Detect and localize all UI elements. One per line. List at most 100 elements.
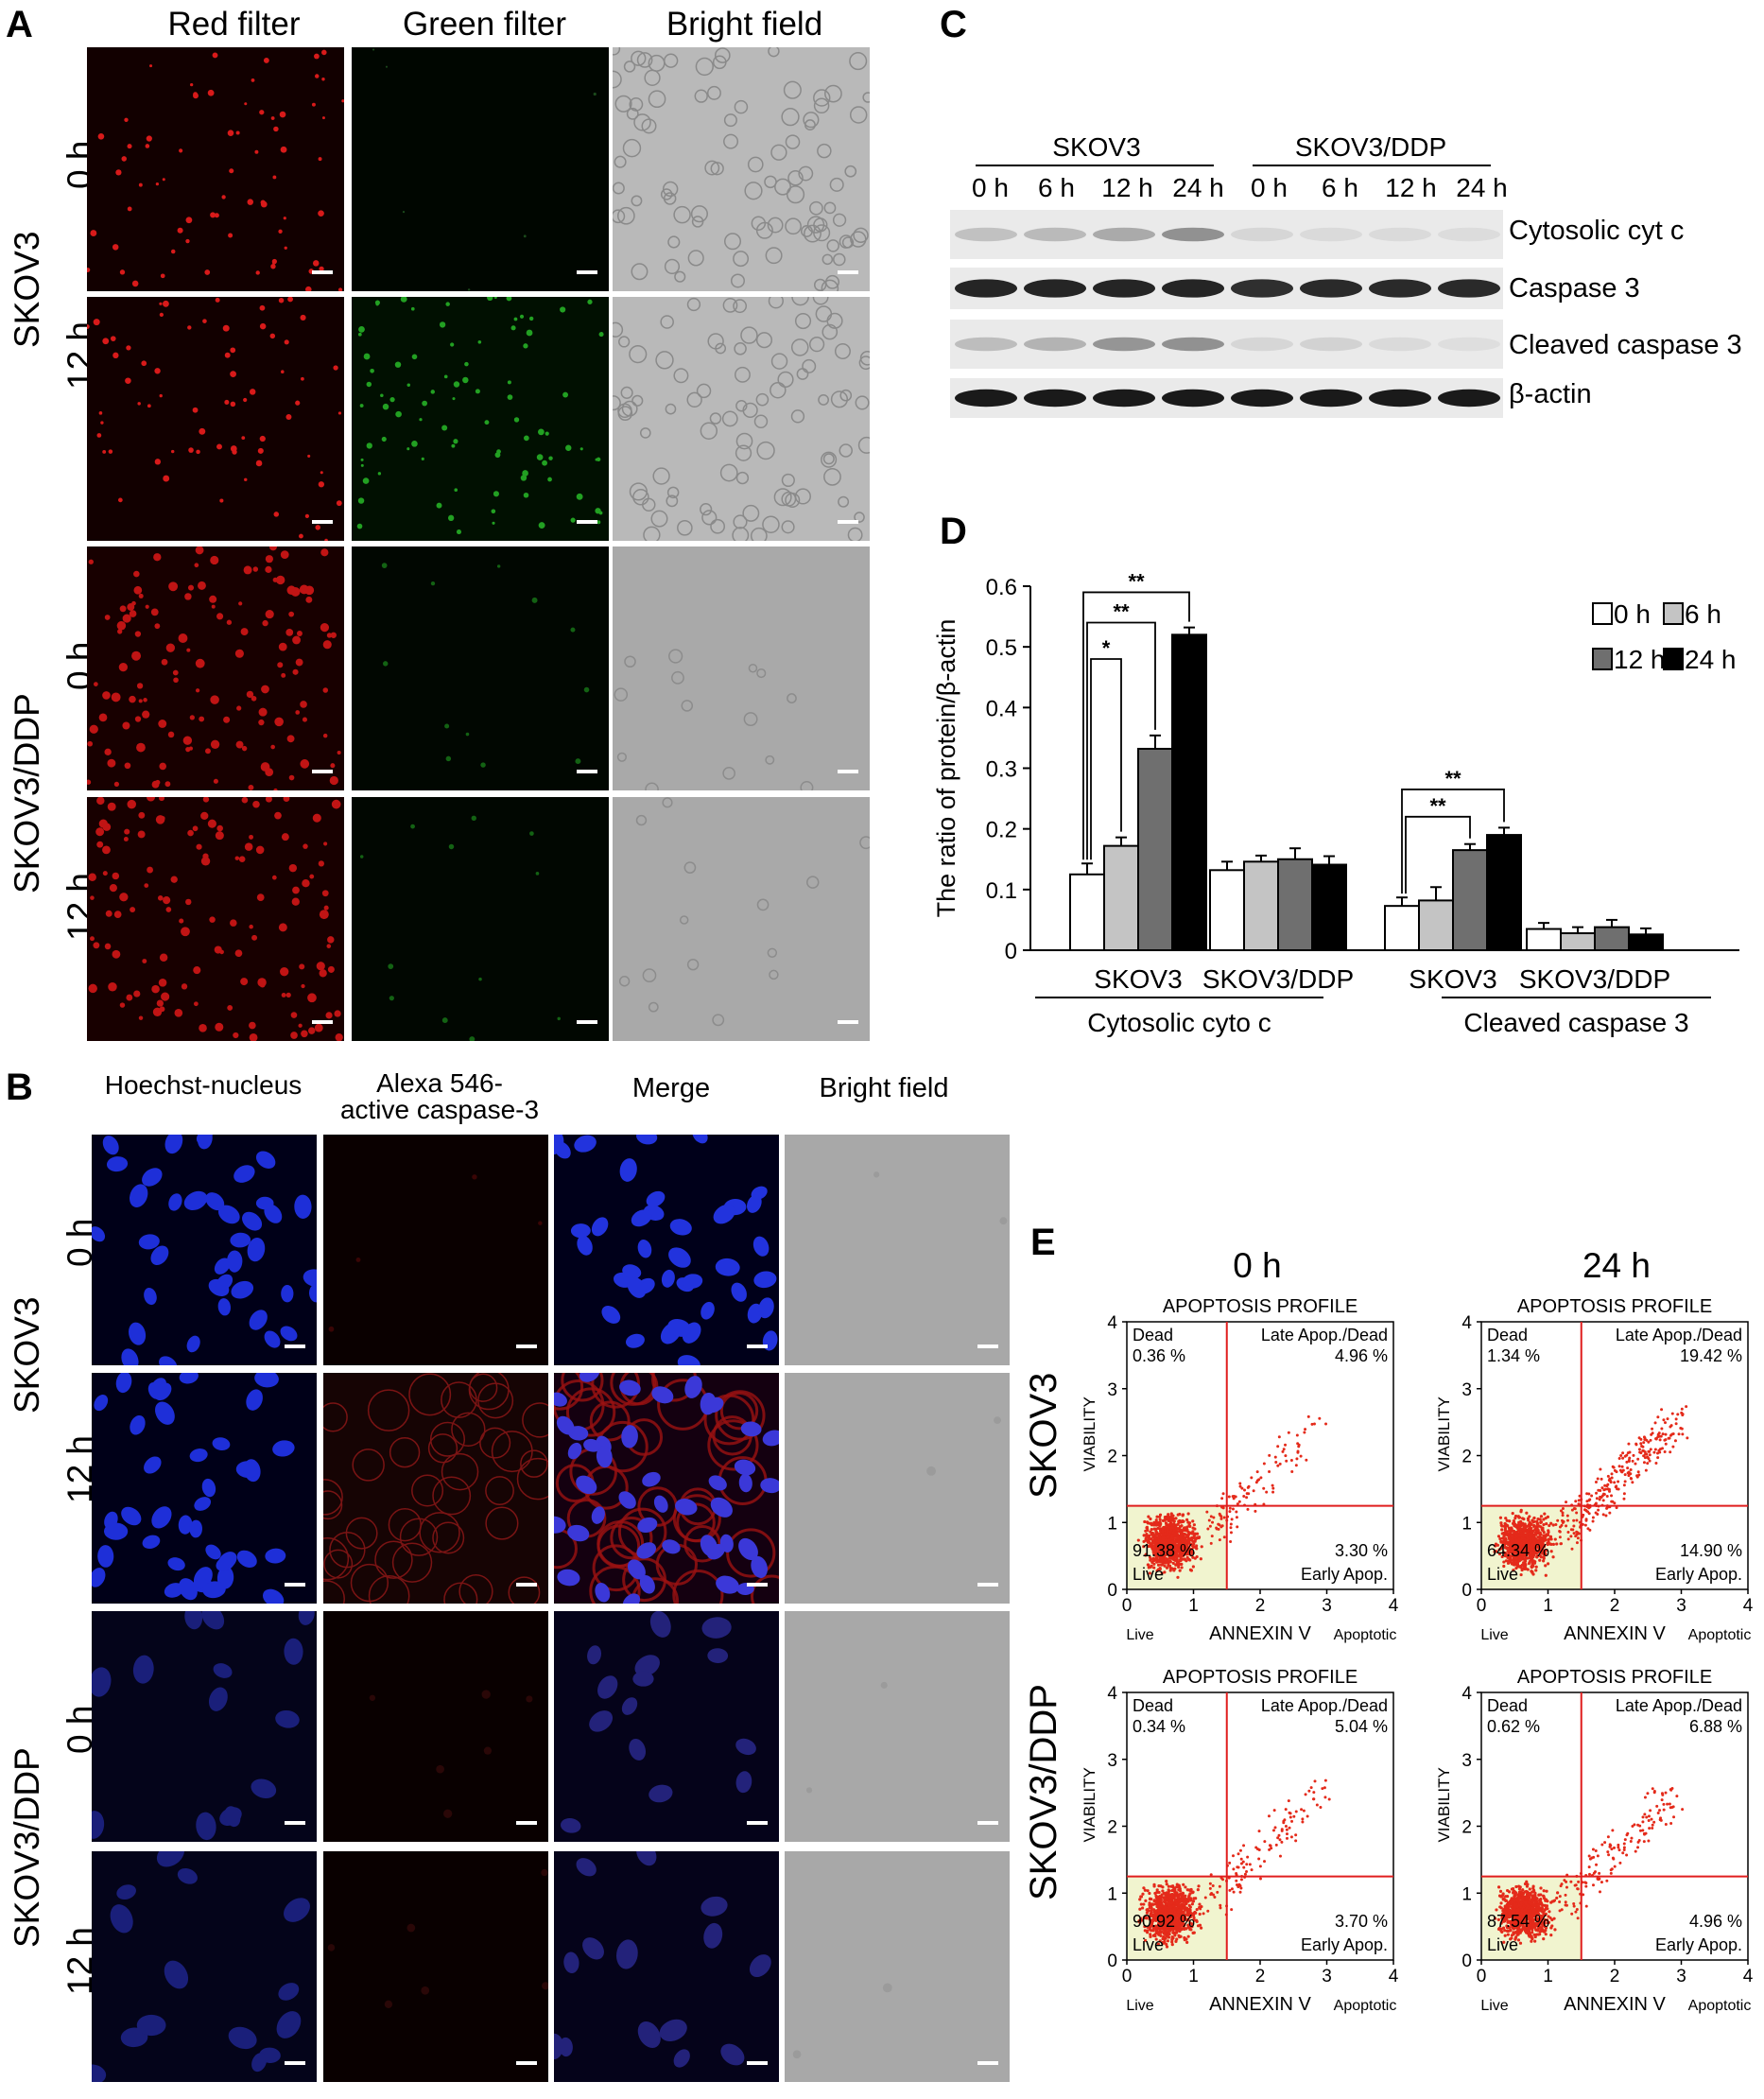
panel-c-lane-1: 0 h (972, 173, 1009, 202)
facs-early-value: 14.90 % (1680, 1541, 1742, 1560)
facs-live-value: 87.54 % (1487, 1912, 1549, 1931)
panel-c-lane-6: 6 h (1322, 173, 1358, 202)
facs-y-label: VIABILITY (1435, 1396, 1453, 1471)
facs-x-tick: 4 (1743, 1596, 1754, 1616)
facs-live-label: Live (1133, 1565, 1164, 1584)
facs-dead-value: 0.62 % (1487, 1717, 1540, 1736)
chart-parent-label: Cytosolic cyto c (1087, 1008, 1271, 1037)
chart-bar (1243, 860, 1279, 952)
facs-x-left: Live (1126, 1627, 1153, 1643)
chart-bar (1171, 633, 1207, 951)
panel-a-tile-r4-c3 (613, 797, 870, 1041)
facs-x-tick: 4 (1389, 1596, 1399, 1616)
facs-y-tick: 3 (1461, 1751, 1472, 1771)
facs-y-tick: 1 (1461, 1884, 1472, 1904)
panel-a-tile-r3-c2 (352, 546, 609, 790)
facs-early-value: 3.70 % (1335, 1912, 1388, 1931)
facs-y-tick: 2 (1461, 1448, 1472, 1467)
facs-y-tick: 1 (1107, 1514, 1117, 1534)
facs-x-left: Live (1480, 1998, 1508, 2014)
chart-bar (1486, 834, 1522, 952)
facs-live-label: Live (1487, 1935, 1518, 1954)
facs-early-label: Early Apop. (1655, 1565, 1742, 1584)
facs-late-label: Late Apop./Dead (1616, 1326, 1742, 1344)
panel-a-tile-r2-c3 (613, 297, 870, 541)
chart-significance-label: ** (1444, 767, 1461, 790)
chart-group-label: SKOV3/DDP (1519, 964, 1670, 994)
chart-parent-label: Cleaved caspase 3 (1463, 1008, 1688, 1037)
facs-x-label: ANNEXIN V (1209, 1994, 1311, 2015)
panel-e-time-24h: 24 h (1582, 1246, 1651, 1285)
panel-c-lane-7: 12 h (1385, 173, 1437, 202)
panel-b-line-skov3ddp: SKOV3/DDP (8, 1747, 46, 1948)
chart-legend-swatch (1663, 648, 1684, 670)
panel-b-col-merge: Merge (631, 1073, 711, 1103)
facs-x-label: ANNEXIN V (1209, 1623, 1311, 1644)
facs-dead-label: Dead (1487, 1326, 1528, 1344)
panel-c-band-cytc: Cytosolic cyt c (1509, 216, 1685, 246)
chart-bar (1069, 873, 1105, 951)
panel-d-bar-chart: 0 0.1 0.2 0.3 0.4 0.5 0.6 The ratio of protein/… (932, 569, 1739, 1037)
facs-live-label: Live (1487, 1565, 1518, 1584)
facs-late-value: 19.42 % (1680, 1346, 1742, 1365)
chart-significance-label: * (1102, 636, 1111, 660)
panel-a-tile-r2-c1 (87, 297, 344, 541)
facs-x-right: Apoptotic (1334, 1627, 1397, 1643)
facs-late-value: 4.96 % (1335, 1346, 1388, 1365)
panel-a-label: A (6, 4, 33, 45)
chart-y-tick-label: 0.5 (986, 635, 1017, 661)
chart-significance-bracket (1405, 815, 1471, 894)
panel-a-col-red: Red filter (167, 6, 301, 43)
chart-group-label: SKOV3/DDP (1202, 964, 1354, 994)
facs-late-label: Late Apop./Dead (1616, 1696, 1742, 1715)
panel-b-tile-r4-c4 (785, 1851, 1010, 2082)
chart-legend-swatch (1592, 602, 1613, 625)
chart-bar (1311, 863, 1347, 951)
chart-bar (1594, 926, 1630, 952)
panel-b-tile-r4-c1 (92, 1851, 317, 2082)
facs-y-label: VIABILITY (1435, 1767, 1453, 1842)
panel-a-tile-r1-c3 (613, 47, 870, 291)
panel-c-group-skov3ddp: SKOV3/DDP (1294, 132, 1447, 162)
panel-a-tile-r3-c1 (87, 546, 344, 790)
facs-y-tick: 3 (1107, 1751, 1117, 1771)
chart-bar (1628, 933, 1664, 952)
panel-a-tile-r1-c2 (352, 47, 609, 291)
chart-bar (1526, 928, 1562, 951)
chart-bar (1452, 849, 1488, 951)
chart-significance-label: ** (1113, 600, 1130, 624)
panel-e-facs-plot-2: APOPTOSIS PROFILE 0 0 1 1 2 2 3 3 4 4 Dead 1.34 % Lat… (1423, 1293, 1754, 1653)
panel-b-tile-r3-c2 (323, 1611, 548, 1842)
chart-significance-bracket (1090, 658, 1122, 860)
panel-b-tile-r2-c1 (92, 1373, 317, 1604)
panel-b-tile-r1-c4 (785, 1135, 1010, 1365)
chart-y-tick-label: 0.6 (986, 575, 1017, 600)
panel-b-col-bright: Bright field (819, 1073, 949, 1103)
facs-late-value: 6.88 % (1689, 1717, 1742, 1736)
panel-c-group-skov3: SKOV3 (1052, 132, 1141, 162)
facs-late-label: Late Apop./Dead (1261, 1696, 1388, 1715)
panel-a-tile-r2-c2 (352, 297, 609, 541)
facs-title: APOPTOSIS PROFILE (1517, 1667, 1712, 1688)
chart-group-label: SKOV3 (1094, 964, 1182, 994)
panel-b-line-skov3: SKOV3 (8, 1296, 46, 1414)
panel-c-group-line-1 (976, 165, 1214, 166)
panel-c-strip-4 (950, 378, 1503, 418)
facs-dead-value: 1.34 % (1487, 1346, 1540, 1365)
facs-x-label: ANNEXIN V (1564, 1623, 1666, 1644)
panel-c-group-line-2 (1253, 165, 1491, 166)
chart-y-tick-label: 0.1 (986, 878, 1017, 904)
facs-early-label: Early Apop. (1301, 1565, 1388, 1584)
panel-a-tile-r4-c1 (87, 797, 344, 1041)
panel-d-label: D (940, 511, 967, 552)
facs-x-tick: 0 (1477, 1967, 1487, 1986)
chart-legend-label: 0 h (1614, 599, 1651, 629)
chart-significance-bracket (1086, 621, 1156, 860)
panel-a-tile-r3-c3 (613, 546, 870, 790)
chart-bar (1137, 747, 1173, 951)
panel-b-tile-r1-c1 (92, 1135, 317, 1365)
facs-early-value: 3.30 % (1335, 1541, 1388, 1560)
panel-c-lane-2: 6 h (1038, 173, 1075, 202)
panel-b-tile-r2-c3 (554, 1373, 779, 1604)
facs-y-tick: 2 (1107, 1818, 1117, 1838)
